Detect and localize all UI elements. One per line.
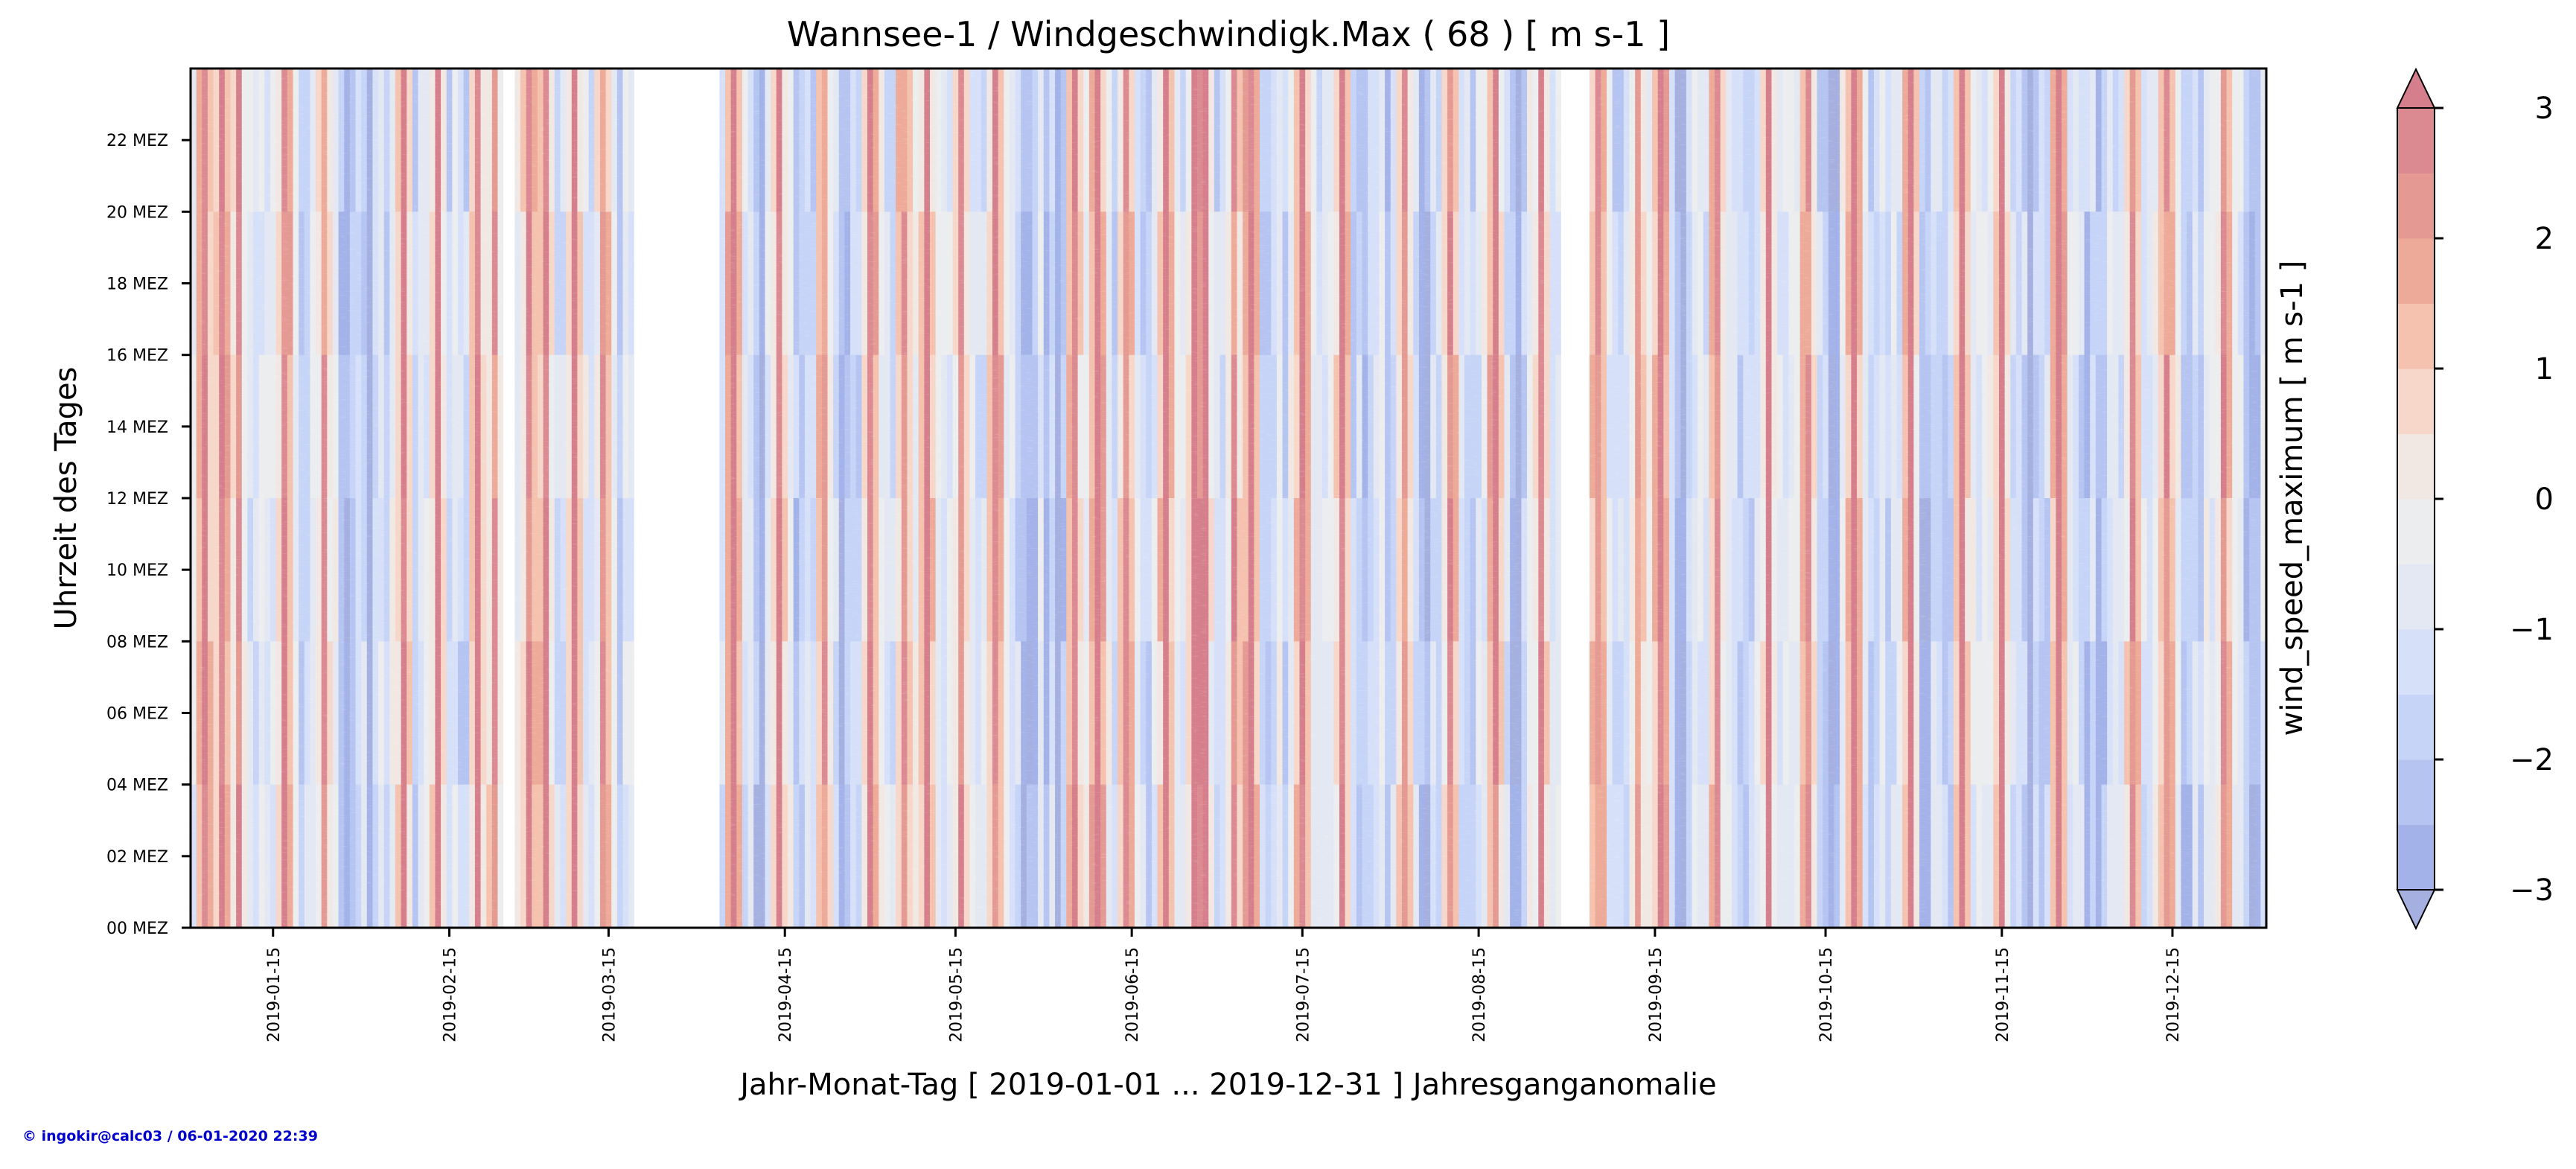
colorbar-tick-label: −1 [2510,613,2554,647]
x-tick-label: 2019-05-15 [947,947,966,1042]
heatmap-texture [191,69,2266,928]
colorbar-tick-label: 0 [2535,482,2554,517]
colorbar-level [2397,238,2435,304]
colorbar-extend-max [2396,67,2436,109]
x-tick-label: 2019-08-15 [1470,947,1489,1042]
x-tick-label: 2019-11-15 [1994,947,2012,1042]
x-tick-label: 2019-02-15 [441,947,460,1042]
colorbar-level [2397,824,2435,891]
y-tick-label: 04 MEZ [106,777,168,795]
y-tick-label: 08 MEZ [106,633,168,652]
x-tick-label: 2019-12-15 [2164,947,2183,1042]
y-tick-label: 12 MEZ [106,490,168,509]
chart-title: Wannsee-1 / Windgeschwindigk.Max ( 68 ) … [787,14,1670,54]
y-tick-label: 14 MEZ [106,418,168,437]
colorbar-level [2397,108,2435,173]
colorbar-label: wind_speed_maximum [ m s-1 ] [2275,261,2309,736]
colorbar-tick-label: 2 [2535,222,2554,256]
x-tick-label: 2019-06-15 [1123,947,1142,1042]
colorbar-level [2397,759,2435,825]
y-tick-label: 02 MEZ [106,848,168,867]
heatmap-plot-area [189,67,2268,929]
x-axis: 2019-01-15 2019-02-15 2019-03-15 2019-04-15… [265,928,2183,1042]
colorbar-extend-min [2396,889,2436,931]
x-tick-label: 2019-01-15 [265,947,284,1042]
x-tick-label: 2019-09-15 [1647,947,1665,1042]
colorbar-level [2397,433,2435,500]
y-tick-label: 00 MEZ [106,920,168,938]
missing-data-gaps [503,69,1590,928]
y-tick-label: 18 MEZ [106,275,168,294]
colorbar-level [2397,499,2435,564]
y-axis: 00 MEZ 02 MEZ 04 MEZ 06 MEZ 08 MEZ 10 MEZ 12 M… [106,132,191,938]
colorbar-tick-label: −3 [2510,873,2554,908]
y-tick-label: 16 MEZ [106,347,168,366]
missing-data-gap [503,69,515,928]
x-tick-label: 2019-07-15 [1294,947,1313,1042]
missing-data-gap [634,69,720,928]
colorbar-level [2397,173,2435,239]
colorbar-level [2397,694,2435,760]
x-tick-label: 2019-03-15 [600,947,619,1042]
x-tick-label: 2019-04-15 [777,947,795,1042]
y-tick-label: 22 MEZ [106,132,168,150]
colorbar-level [2397,369,2435,434]
y-tick-label: 10 MEZ [106,561,168,580]
y-axis-label: Uhrzeit des Tages [49,367,83,630]
colorbar-level [2397,303,2435,369]
credit-line: © ingokir@calc03 / 06-01-2020 22:39 [22,1128,318,1144]
y-tick-label: 20 MEZ [106,203,168,222]
colorbar-tick-label: 3 [2535,92,2554,126]
colorbar-levels [2396,67,2436,931]
colorbar: 3 2 1 0 −1 −2 −3 [2396,67,2554,931]
missing-data-gap [1560,69,1590,928]
colorbar-tick-label: −2 [2510,743,2554,777]
x-tick-label: 2019-10-15 [1817,947,1836,1042]
colorbar-tick-label: 1 [2535,352,2554,386]
colorbar-level [2397,629,2435,695]
y-tick-label: 06 MEZ [106,705,168,724]
colorbar-level [2397,564,2435,630]
x-axis-label: Jahr-Monat-Tag [ 2019-01-01 ... 2019-12-… [738,1068,1717,1102]
colorbar-ticks: 3 2 1 0 −1 −2 −3 [2435,92,2554,908]
